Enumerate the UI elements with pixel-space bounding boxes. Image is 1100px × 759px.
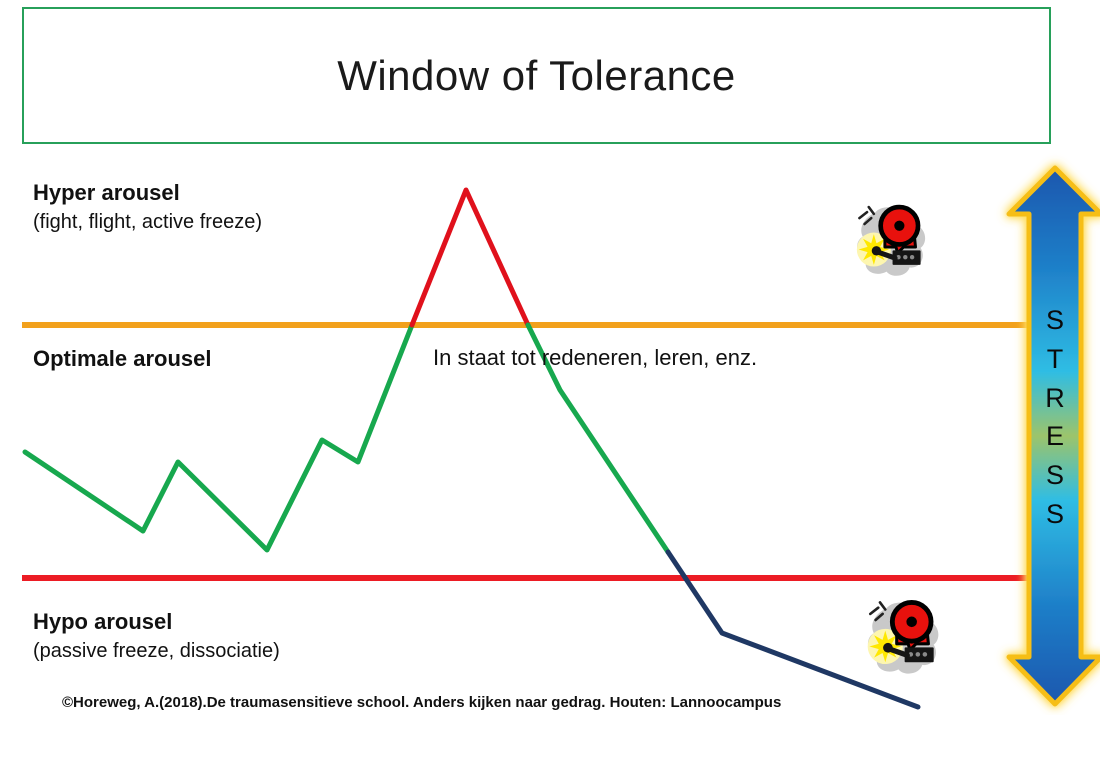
stress-arrow: [1006, 165, 1100, 707]
citation-text: ©Horeweg, A.(2018).De traumasensitieve s…: [62, 694, 782, 711]
hypo-arousal-label-group: Hypo arousel (passive freeze, dissociati…: [33, 607, 280, 665]
page-title: Window of Tolerance: [337, 51, 736, 99]
hypo-arousal-subtitle: (passive freeze, dissociatie): [33, 640, 280, 662]
hyper-arousal-label-group: Hyper arousel (fight, flight, active fre…: [33, 178, 262, 236]
alarm-bell-icon: [867, 600, 939, 674]
stress-letter: S: [1045, 498, 1064, 529]
stress-letter: T: [1046, 343, 1064, 374]
optimal-arousal-label: Optimale arousel: [33, 346, 212, 371]
stress-letter: E: [1045, 421, 1064, 452]
hyper-arousal-subtitle: (fight, flight, active freeze): [33, 211, 262, 233]
arousal-line-within-window-2: [525, 322, 671, 555]
alarm-bell-icon: [856, 204, 926, 276]
hypo-arousal-label: Hypo arousel: [33, 609, 173, 634]
title-box: Window of Tolerance: [22, 7, 1051, 144]
hyper-arousal-label: Hyper arousel: [33, 180, 180, 205]
arousal-line-within-window-1: [22, 322, 415, 553]
stress-arrow-shape: [1006, 165, 1100, 707]
arousal-line-hyper-peak: [409, 187, 531, 328]
arousal-line-hypo-drop: [665, 549, 921, 710]
optimal-arousal-note: In staat tot redeneren, leren, enz.: [433, 345, 758, 370]
stress-letter: R: [1045, 382, 1065, 413]
stress-letter: S: [1045, 305, 1064, 335]
stress-arrow-word: S T R E S S: [1029, 301, 1081, 534]
stress-letter: S: [1045, 460, 1064, 491]
